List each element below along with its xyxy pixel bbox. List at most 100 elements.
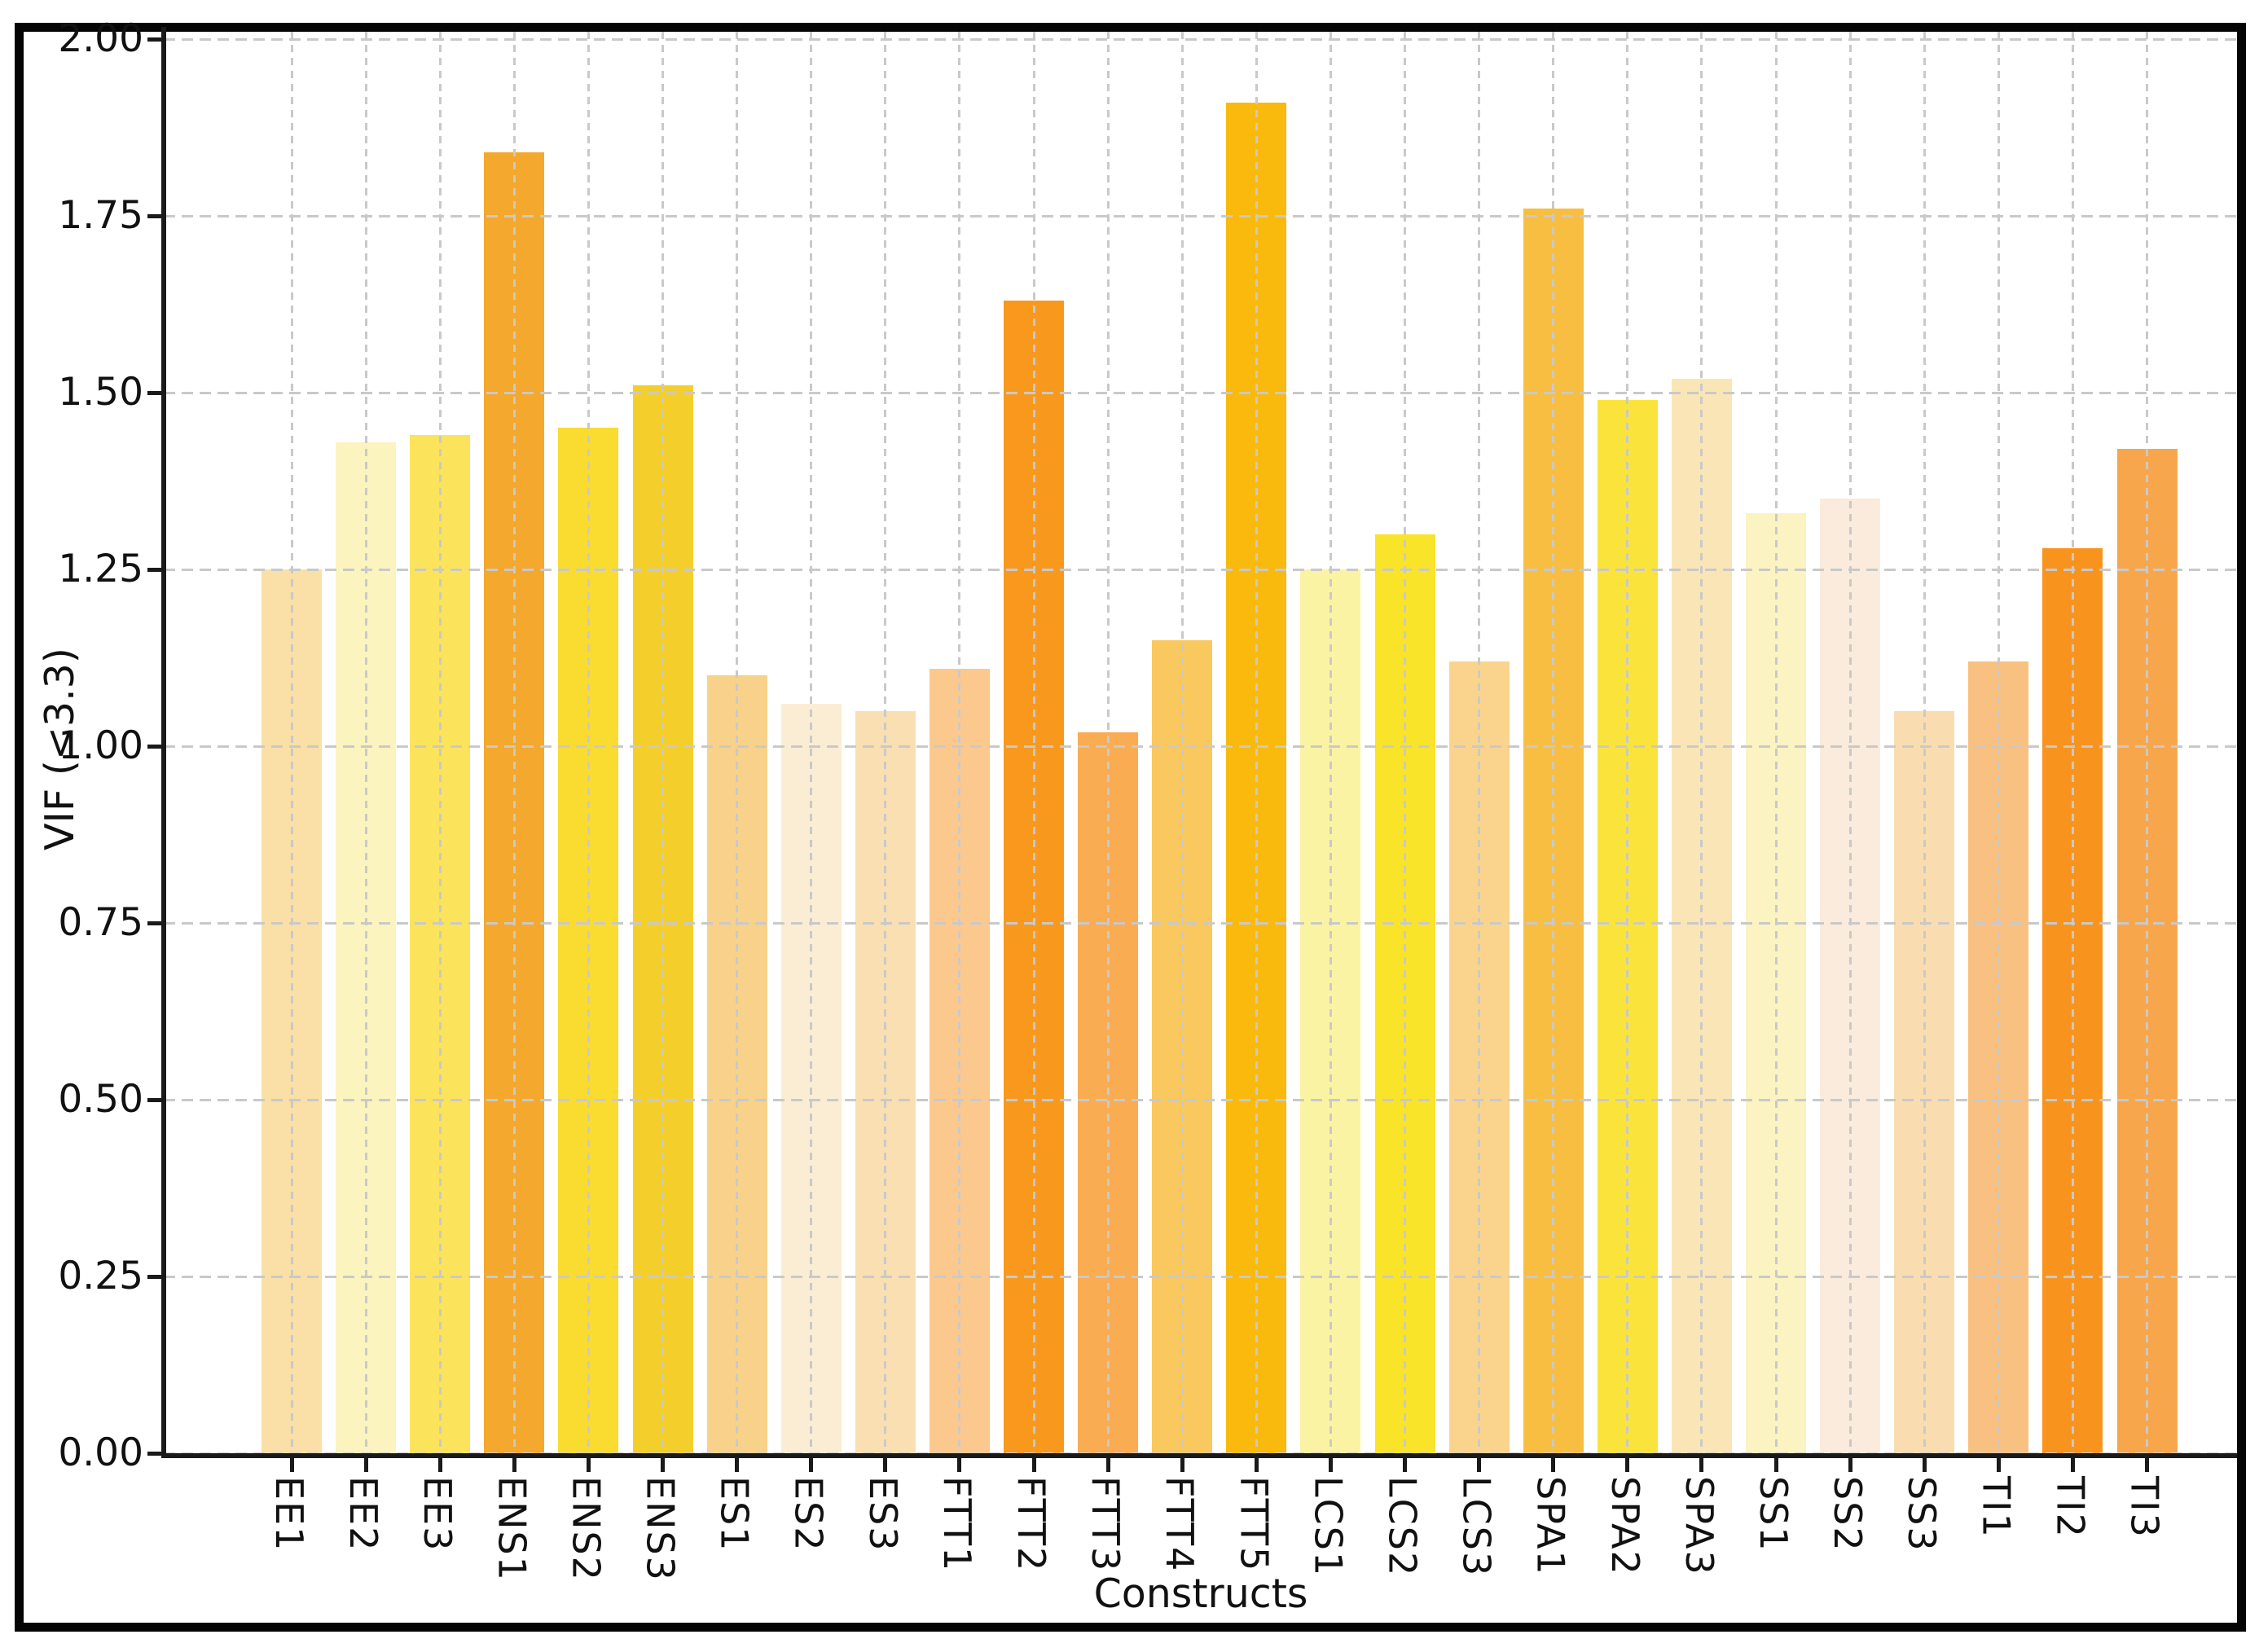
x-axis-spine (161, 1453, 2237, 1458)
x-tick-label-SS3: SS3 (1900, 1476, 1945, 1553)
vertical-gridline-ES3 (884, 32, 887, 1453)
y-tick-1.75 (147, 213, 164, 218)
vertical-gridline-FTT2 (1032, 32, 1035, 1453)
y-tick-1.00 (147, 744, 164, 749)
x-tick-TI3 (2145, 1458, 2149, 1472)
x-tick-EE1 (289, 1458, 294, 1472)
x-tick-LCS2 (1403, 1458, 1407, 1472)
x-tick-FTT1 (957, 1458, 962, 1472)
vertical-gridline-LCS3 (1478, 32, 1481, 1453)
horizontal-gridline-0.75 (164, 921, 2237, 925)
x-tick-TI1 (1996, 1458, 2001, 1472)
y-tick-0.00 (147, 1451, 164, 1456)
x-tick-label-ENS3: ENS3 (638, 1476, 683, 1582)
y-axis-spine (161, 27, 166, 1458)
vertical-gridline-FTT5 (1255, 32, 1258, 1453)
figure-border (15, 23, 2246, 1632)
x-tick-label-SS1: SS1 (1751, 1476, 1795, 1553)
y-tick-0.50 (147, 1097, 164, 1102)
x-tick-ES2 (809, 1458, 814, 1472)
vertical-gridline-SPA2 (1626, 32, 1629, 1453)
y-tick-label-1.00: 1.00 (58, 723, 143, 768)
horizontal-gridline-0.25 (164, 1275, 2237, 1278)
x-tick-LCS3 (1477, 1458, 1482, 1472)
x-tick-FTT2 (1031, 1458, 1036, 1472)
x-tick-label-TI2: TI2 (2048, 1476, 2093, 1539)
vertical-gridline-EE3 (438, 32, 442, 1453)
x-tick-TI2 (2070, 1458, 2075, 1472)
y-tick-label-0.50: 0.50 (58, 1077, 143, 1122)
x-tick-label-FTT2: FTT2 (1009, 1476, 1053, 1573)
y-tick-label-1.75: 1.75 (58, 193, 143, 238)
x-tick-label-TI1: TI1 (1974, 1476, 2019, 1539)
y-tick-label-0.75: 0.75 (58, 900, 143, 945)
vertical-gridline-EE2 (364, 32, 367, 1453)
vertical-gridline-FTT3 (1106, 32, 1110, 1453)
x-tick-ES1 (735, 1458, 740, 1472)
vertical-gridline-FTT1 (958, 32, 961, 1453)
x-tick-ENS1 (512, 1458, 516, 1472)
vertical-gridline-ENS3 (661, 32, 664, 1453)
x-tick-label-LCS3: LCS3 (1454, 1476, 1499, 1578)
vertical-gridline-SS3 (1923, 32, 1926, 1453)
x-tick-label-SS2: SS2 (1826, 1476, 1870, 1553)
y-tick-label-1.50: 1.50 (58, 370, 143, 415)
horizontal-gridline-2.00 (164, 37, 2237, 41)
vertical-gridline-FTT4 (1180, 32, 1184, 1453)
vertical-gridline-SPA1 (1552, 32, 1555, 1453)
x-tick-label-FTT3: FTT3 (1083, 1476, 1128, 1573)
x-tick-label-LCS2: LCS2 (1380, 1476, 1425, 1578)
vertical-gridline-TI1 (1997, 32, 2000, 1453)
x-tick-SS3 (1922, 1458, 1927, 1472)
x-tick-FTT3 (1105, 1458, 1110, 1472)
x-tick-label-EE3: EE3 (415, 1476, 460, 1553)
vertical-gridline-SPA3 (1700, 32, 1703, 1453)
x-tick-label-ES1: ES1 (712, 1476, 757, 1553)
x-tick-label-SPA1: SPA1 (1528, 1476, 1573, 1576)
x-tick-label-EE2: EE2 (341, 1476, 386, 1553)
x-tick-SS1 (1773, 1458, 1778, 1472)
horizontal-gridline-0.50 (164, 1098, 2237, 1101)
x-tick-label-LCS1: LCS1 (1306, 1476, 1351, 1578)
x-tick-EE2 (363, 1458, 368, 1472)
y-tick-label-0.00: 0.00 (58, 1430, 143, 1475)
x-tick-label-FTT5: FTT5 (1232, 1476, 1277, 1573)
y-axis-label: VIF (<3.3) (37, 648, 83, 851)
vertical-gridline-SS2 (1848, 32, 1852, 1453)
x-tick-label-ENS1: ENS1 (490, 1476, 534, 1582)
horizontal-gridline-1.50 (164, 391, 2237, 394)
x-tick-SPA1 (1551, 1458, 1556, 1472)
y-tick-label-0.25: 0.25 (58, 1254, 143, 1298)
x-tick-label-FTT4: FTT4 (1158, 1476, 1202, 1573)
horizontal-gridline-1.00 (164, 745, 2237, 748)
y-tick-2.00 (147, 37, 164, 42)
x-tick-SPA2 (1625, 1458, 1630, 1472)
y-tick-0.25 (147, 1274, 164, 1279)
x-tick-label-TI3: TI3 (2122, 1476, 2167, 1539)
x-tick-label-FTT1: FTT1 (934, 1476, 979, 1573)
x-tick-FTT4 (1180, 1458, 1184, 1472)
x-tick-label-ES2: ES2 (786, 1476, 831, 1553)
y-tick-0.75 (147, 920, 164, 925)
vertical-gridline-SS1 (1774, 32, 1778, 1453)
y-tick-label-1.25: 1.25 (58, 547, 143, 591)
vertical-gridline-ES2 (810, 32, 813, 1453)
vertical-gridline-EE1 (290, 32, 293, 1453)
x-tick-FTT5 (1254, 1458, 1259, 1472)
x-tick-label-ES3: ES3 (860, 1476, 905, 1553)
vertical-gridline-ENS2 (587, 32, 590, 1453)
y-tick-label-2.00: 2.00 (58, 16, 143, 61)
y-tick-1.25 (147, 567, 164, 572)
x-tick-label-ENS2: ENS2 (564, 1476, 609, 1582)
vertical-gridline-TI2 (2071, 32, 2074, 1453)
vertical-gridline-LCS1 (1329, 32, 1332, 1453)
x-tick-label-EE1: EE1 (267, 1476, 311, 1553)
x-tick-ENS2 (586, 1458, 591, 1472)
x-tick-label-SPA2: SPA2 (1602, 1476, 1647, 1576)
x-axis-label: Constructs (1093, 1571, 1308, 1617)
horizontal-gridline-1.25 (164, 568, 2237, 571)
x-tick-SPA3 (1699, 1458, 1704, 1472)
x-tick-EE3 (437, 1458, 442, 1472)
